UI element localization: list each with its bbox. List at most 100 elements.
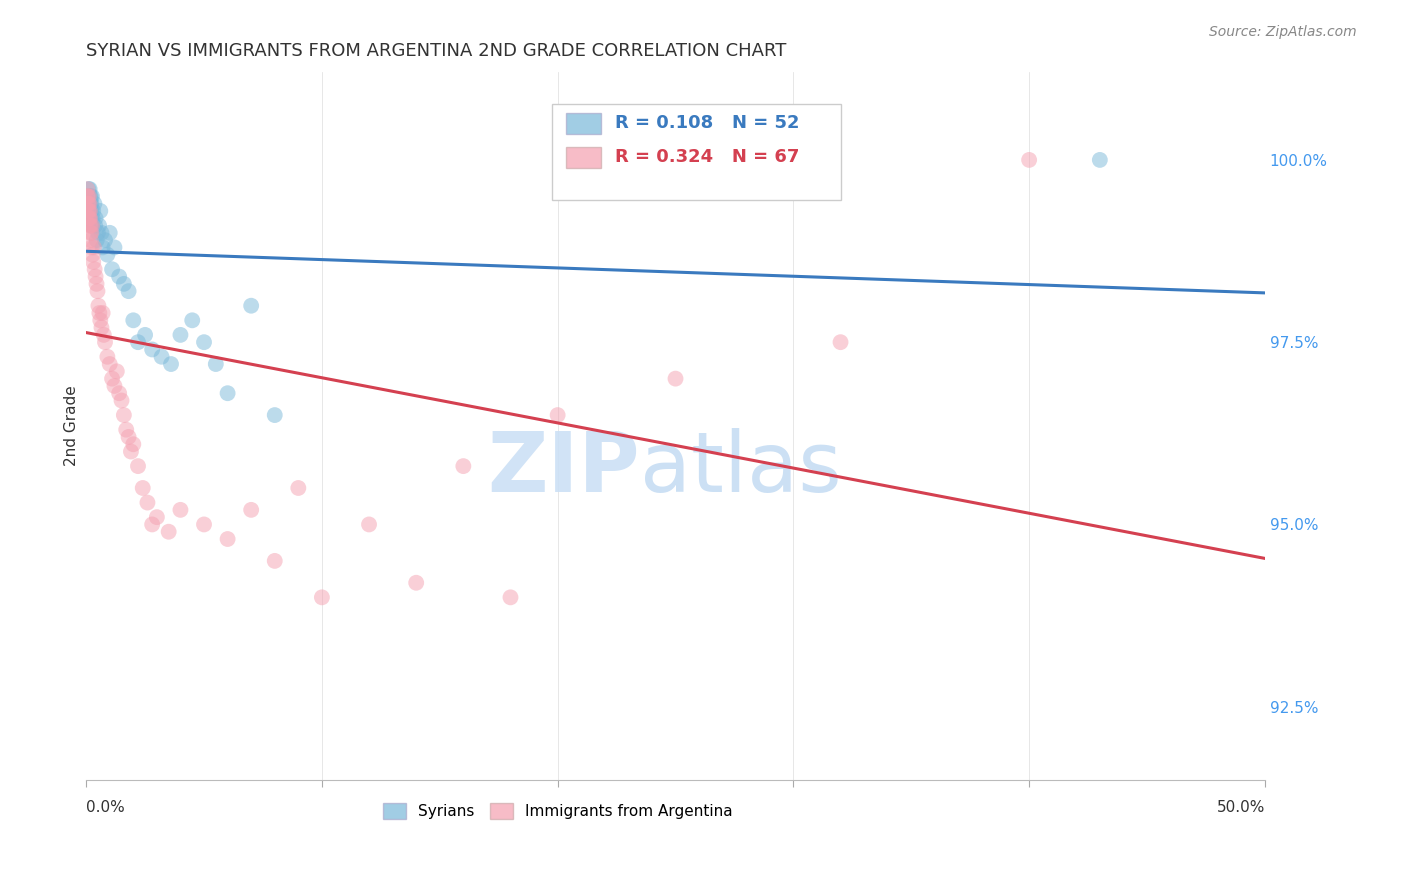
Legend: Syrians, Immigrants from Argentina: Syrians, Immigrants from Argentina — [377, 797, 738, 825]
Point — [499, 591, 522, 605]
Point — [79, 219, 101, 233]
Point — [115, 423, 138, 437]
Point — [91, 240, 114, 254]
Point — [77, 196, 100, 211]
Point — [82, 203, 104, 218]
Point — [76, 182, 98, 196]
Point — [82, 211, 104, 226]
Point — [87, 226, 110, 240]
Point — [86, 277, 108, 291]
Point — [94, 233, 117, 247]
Point — [263, 408, 285, 422]
Point — [101, 262, 124, 277]
Point — [127, 459, 149, 474]
Point — [169, 327, 191, 342]
Point — [77, 211, 100, 226]
Point — [80, 219, 103, 233]
Point — [830, 335, 852, 350]
Point — [77, 189, 100, 203]
Point — [287, 481, 309, 495]
Point — [240, 299, 263, 313]
Point — [405, 575, 427, 590]
Point — [80, 203, 103, 218]
Point — [79, 226, 101, 240]
Point — [79, 203, 101, 218]
Point — [86, 284, 108, 298]
Point — [122, 437, 145, 451]
Point — [76, 189, 98, 203]
Point — [311, 591, 333, 605]
Point — [181, 313, 204, 327]
Point — [89, 203, 111, 218]
Point — [193, 517, 215, 532]
Point — [77, 182, 100, 196]
Point — [87, 299, 110, 313]
Point — [79, 211, 101, 226]
Point — [105, 364, 128, 378]
FancyBboxPatch shape — [565, 146, 602, 168]
Point — [117, 284, 139, 298]
Point — [76, 189, 98, 203]
Text: atlas: atlas — [640, 428, 842, 509]
Point — [83, 196, 105, 211]
Point — [79, 189, 101, 203]
Point — [453, 459, 475, 474]
Point — [76, 196, 98, 211]
Point — [96, 248, 118, 262]
Point — [112, 408, 135, 422]
Point — [80, 219, 103, 233]
Point — [89, 313, 111, 327]
Point — [77, 203, 100, 218]
Point — [90, 320, 112, 334]
Point — [80, 240, 103, 254]
Point — [117, 430, 139, 444]
Point — [91, 306, 114, 320]
Point — [83, 262, 105, 277]
Point — [79, 182, 101, 196]
Point — [79, 211, 101, 226]
Point — [96, 350, 118, 364]
Point — [127, 335, 149, 350]
Point — [77, 196, 100, 211]
Point — [141, 343, 163, 357]
Point — [80, 233, 103, 247]
Point — [157, 524, 180, 539]
Y-axis label: 2nd Grade: 2nd Grade — [65, 385, 79, 467]
Point — [160, 357, 183, 371]
Point — [136, 495, 159, 509]
Point — [77, 211, 100, 226]
Point — [80, 226, 103, 240]
Point — [79, 219, 101, 233]
Point — [77, 203, 100, 218]
Point — [93, 327, 115, 342]
Point — [217, 386, 239, 401]
Point — [1018, 153, 1040, 167]
Point — [664, 371, 686, 385]
Text: Source: ZipAtlas.com: Source: ZipAtlas.com — [1209, 25, 1357, 39]
Point — [76, 189, 98, 203]
Point — [110, 393, 132, 408]
Point — [94, 335, 117, 350]
Point — [89, 306, 111, 320]
Text: SYRIAN VS IMMIGRANTS FROM ARGENTINA 2ND GRADE CORRELATION CHART: SYRIAN VS IMMIGRANTS FROM ARGENTINA 2ND … — [86, 42, 786, 60]
Point — [77, 203, 100, 218]
Point — [90, 226, 112, 240]
Point — [77, 196, 100, 211]
Point — [103, 379, 125, 393]
Point — [146, 510, 169, 524]
Point — [79, 196, 101, 211]
Point — [84, 211, 107, 226]
FancyBboxPatch shape — [565, 112, 602, 134]
Point — [1088, 153, 1111, 167]
Point — [240, 503, 263, 517]
Point — [80, 189, 103, 203]
Point — [547, 408, 569, 422]
Point — [120, 444, 142, 458]
Point — [141, 517, 163, 532]
Point — [82, 248, 104, 262]
Point — [132, 481, 155, 495]
Text: 0.0%: 0.0% — [86, 800, 125, 815]
FancyBboxPatch shape — [551, 104, 841, 200]
Point — [150, 350, 173, 364]
Point — [80, 196, 103, 211]
